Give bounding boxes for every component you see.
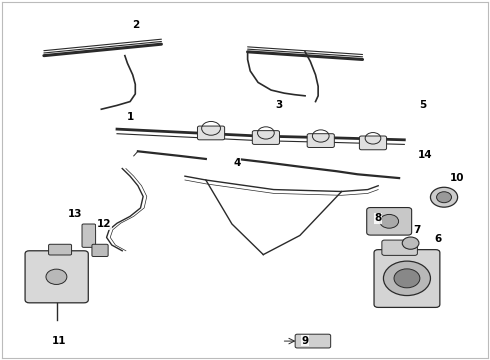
FancyBboxPatch shape bbox=[82, 224, 96, 247]
Text: 13: 13 bbox=[68, 210, 82, 220]
FancyBboxPatch shape bbox=[25, 251, 88, 303]
Text: 12: 12 bbox=[97, 219, 111, 229]
Text: 1: 1 bbox=[126, 112, 134, 122]
FancyBboxPatch shape bbox=[295, 334, 331, 348]
Text: 3: 3 bbox=[275, 100, 283, 111]
Text: 11: 11 bbox=[52, 336, 67, 346]
Circle shape bbox=[46, 269, 67, 284]
Text: 8: 8 bbox=[374, 213, 382, 223]
Circle shape bbox=[384, 261, 430, 296]
Text: 14: 14 bbox=[418, 150, 433, 160]
Text: 9: 9 bbox=[301, 336, 309, 346]
Circle shape bbox=[430, 187, 458, 207]
Circle shape bbox=[380, 215, 398, 228]
FancyBboxPatch shape bbox=[92, 244, 108, 257]
Circle shape bbox=[394, 269, 420, 288]
FancyBboxPatch shape bbox=[49, 244, 72, 255]
FancyBboxPatch shape bbox=[307, 134, 334, 148]
FancyBboxPatch shape bbox=[382, 240, 417, 255]
FancyBboxPatch shape bbox=[367, 208, 412, 235]
Text: 4: 4 bbox=[233, 158, 241, 168]
Circle shape bbox=[437, 192, 451, 203]
FancyBboxPatch shape bbox=[374, 249, 440, 307]
FancyBboxPatch shape bbox=[252, 131, 279, 144]
Text: 7: 7 bbox=[414, 225, 421, 235]
FancyBboxPatch shape bbox=[197, 126, 224, 140]
Text: 2: 2 bbox=[132, 20, 139, 30]
Text: 6: 6 bbox=[435, 234, 442, 244]
Text: 10: 10 bbox=[449, 173, 464, 183]
Text: 5: 5 bbox=[419, 100, 426, 111]
Circle shape bbox=[402, 237, 419, 249]
FancyBboxPatch shape bbox=[359, 136, 387, 150]
